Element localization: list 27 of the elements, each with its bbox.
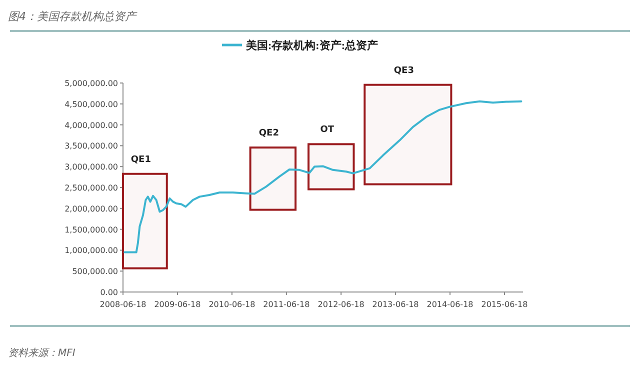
y-tick-label: 3,000,000.00 <box>64 162 118 172</box>
y-tick-label: 500,000.00 <box>72 267 118 276</box>
line-series <box>124 100 522 254</box>
y-tick-label: 3,500,000.00 <box>64 142 118 151</box>
y-tick-label: 2,500,000.00 <box>64 184 118 192</box>
text: 资料来源：MFI <box>8 347 76 359</box>
y-tick-label: 1,000,000.00 <box>64 246 118 256</box>
x-tick-label: 2009-06-18 <box>154 300 201 309</box>
x-tick-label: 2008-06-18 <box>100 300 146 309</box>
y-tick-label: 5,000,000.00 <box>64 79 118 88</box>
chart-title: 图4：美国存款机构总资产 <box>8 10 138 23</box>
x-tick-label: 2010-06-18 <box>208 300 256 309</box>
x-tick-label: 2015-06-18 <box>481 300 528 309</box>
legend-label: 美国:存款机构:资产:总资产 <box>245 39 378 52</box>
y-tick-label: 4,000,000.00 <box>64 120 118 130</box>
y-tick-label: 2,000,000.00 <box>64 204 118 214</box>
band-label: QE3 <box>394 66 414 76</box>
x-tick-label: 2014-06-18 <box>426 300 474 309</box>
band-label: QE2 <box>258 128 279 139</box>
y-tick-label: 4,500,000.00 <box>64 100 118 109</box>
x-tick-label: 2013-06-18 <box>372 300 419 309</box>
band-label: OT <box>320 125 335 136</box>
x-tick-label: 2011-06-18 <box>263 300 310 309</box>
band-label: QE1 <box>130 154 151 165</box>
y-tick-label: 1,500,000.00 <box>64 225 118 234</box>
y-tick-label: 0.00 <box>100 288 118 297</box>
x-tick-label: 2012-06-18 <box>318 300 364 309</box>
